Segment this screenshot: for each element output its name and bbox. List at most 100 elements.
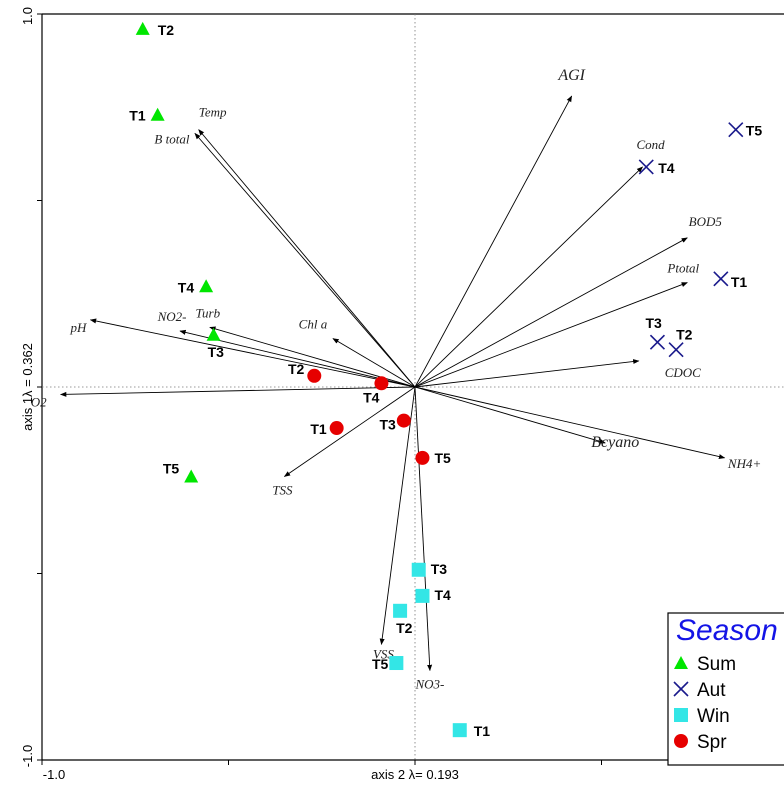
point-marker [199,279,214,293]
legend-entry-aut: Aut [673,680,726,701]
series-spr: T2 T4 T3 T1 T5 [288,361,451,466]
vector-cdoc: CDOC [414,359,701,388]
point-label: T4 [363,389,380,405]
vector-arrow [414,166,643,388]
point-win-t4: T4 [415,587,451,603]
point-aut-t5: T5 [728,122,763,139]
vector-arrow [414,95,573,388]
point-aut-t2: T2 [668,327,693,358]
point-label: T4 [658,160,675,176]
point-label: T4 [178,279,195,295]
vector-arrow [332,338,416,388]
legend: Season Sum Aut Win Spr [667,612,784,766]
point-label: T5 [163,461,180,477]
legend-entry-spr: Spr [674,732,727,753]
vector-label: BOD5 [689,214,723,229]
y-tick-label-top: 1.0 [20,7,35,25]
legend-title: Season [676,614,778,647]
vector-no3: NO3- [414,386,444,691]
point-label: T2 [676,327,693,343]
vector-b-total: B total [154,131,416,388]
series-win: T3 T4 T2 T5 T1 [372,561,490,739]
point-win-t5: T5 [372,656,404,672]
point-marker [638,159,654,175]
vector-ph: pH [70,318,416,388]
point-label: T1 [731,274,748,290]
series-sum: T2 T1 T4 T3 T5 [129,22,224,483]
legend-marker [674,656,688,669]
vector-label: AGI [557,67,585,84]
point-aut-t1: T1 [713,271,748,290]
vector-arrow [414,359,640,388]
point-spr-t3: T3 [379,413,411,433]
vector-label: pH [70,320,88,335]
marker-stroke [649,334,666,350]
x-axis-title: axis 2 λ= 0.193 [371,767,459,782]
point-label: T4 [434,587,451,603]
vector-label: O2 [31,394,47,409]
point-marker [329,421,344,436]
legend-entry-win: Win [674,706,730,727]
vectors-layer: AGI Cond BOD5 Ptotal CDOC NH4+ Bcyano NO3- VSS TS… [31,67,762,691]
point-marker [184,469,199,483]
y-axis-title: axis 1λ = 0.362 [20,343,35,431]
point-marker [135,21,150,35]
point-label: T2 [158,22,175,38]
point-marker [374,376,389,391]
point-marker [307,368,322,383]
legend-entry-sum: Sum [674,654,736,675]
point-marker [713,271,729,287]
vector-arrow [414,386,726,460]
legend-marker [673,681,689,697]
point-marker [150,107,165,121]
vector-agi: AGI [414,67,586,388]
legend-marker [674,708,688,722]
point-marker [415,588,430,603]
vector-chl-a: Chl a [299,317,416,388]
point-label: T3 [645,315,662,331]
vector-arrow [414,386,606,444]
marker-stroke [673,681,689,697]
marker-stroke [668,342,684,358]
y-tick-label-bottom: -1.0 [20,745,35,767]
point-marker [415,450,430,465]
point-sum-t4: T4 [178,279,214,295]
vector-label: Turb [196,305,221,320]
point-label: T1 [474,723,491,739]
point-label: T2 [396,620,413,636]
marker-stroke [728,122,744,138]
series-aut: T5 T4 T1 T3 T2 [638,122,763,358]
point-sum-t3: T3 [206,327,224,360]
vector-arrow [414,237,688,388]
vector-bcyano: Bcyano [414,386,639,451]
vector-arrow [89,318,416,388]
vector-cond: Cond [414,137,665,388]
point-win-t3: T3 [411,561,447,577]
point-aut-t3: T3 [645,315,666,350]
vector-label: VSS [373,646,394,661]
vector-label: Bcyano [591,434,639,451]
point-label: T5 [746,123,763,139]
point-marker [206,327,221,341]
point-spr-t5: T5 [415,450,451,466]
point-sum-t1: T1 [129,107,165,124]
vector-arrow [414,386,433,672]
vector-arrow [194,132,416,388]
vector-bod5: BOD5 [414,214,723,388]
point-label: T5 [372,656,389,672]
vector-label: Temp [199,105,227,120]
legend-marker [674,734,688,748]
legend-label: Spr [697,732,727,753]
vector-label: TSS [272,483,293,498]
point-marker [393,603,408,618]
vector-ptotal: Ptotal [414,261,700,388]
point-sum-t2: T2 [135,21,175,38]
x-tick-label-left: -1.0 [43,767,65,782]
vector-label: Ptotal [666,261,699,276]
vector-label: B total [154,131,189,146]
point-sum-t5: T5 [163,461,199,483]
point-marker [411,562,426,577]
point-spr-t1: T1 [310,421,344,437]
